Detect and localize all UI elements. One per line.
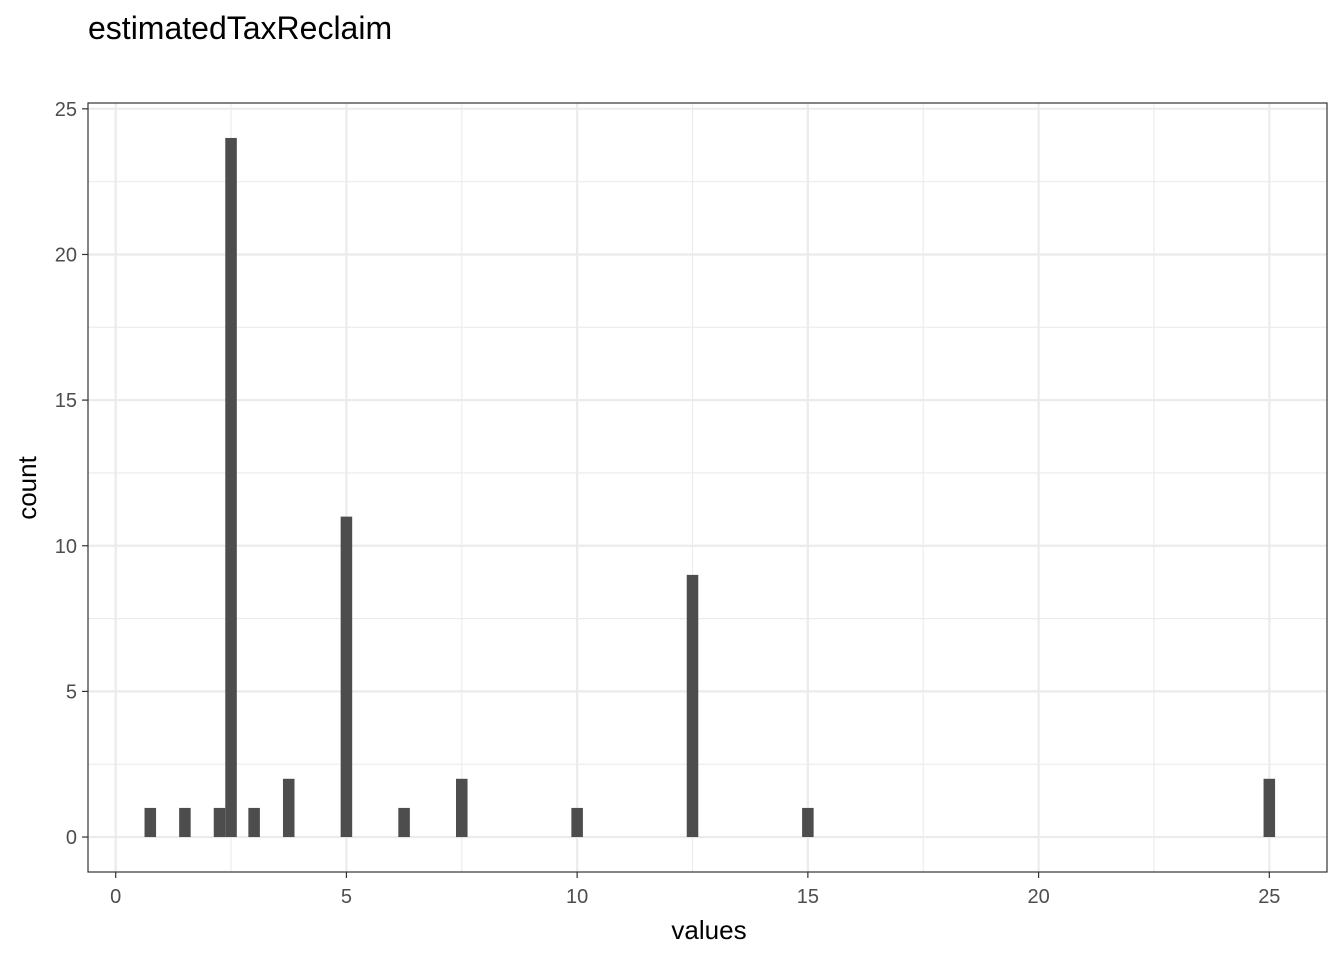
minor-gridlines <box>88 103 1327 872</box>
histogram-bar <box>248 807 260 838</box>
x-tick-label: 15 <box>797 886 819 908</box>
y-tick-label: 15 <box>55 390 77 412</box>
y-axis: 0 5 10 15 20 25 <box>55 99 88 849</box>
major-gridlines <box>88 103 1327 872</box>
y-tick-label: 0 <box>66 827 77 849</box>
y-tick-label: 10 <box>55 536 77 558</box>
chart-title: estimatedTaxReclaim <box>88 10 392 46</box>
x-tick-label: 5 <box>341 886 352 908</box>
histogram-bar <box>213 807 226 838</box>
histogram-bar <box>144 807 157 838</box>
x-axis-title: values <box>671 915 746 945</box>
y-axis-title: count <box>12 455 42 519</box>
y-tick-label: 20 <box>55 244 77 266</box>
x-tick-label: 20 <box>1027 886 1049 908</box>
x-axis: 0 5 10 15 20 25 <box>110 872 1280 908</box>
x-tick-label: 0 <box>110 886 121 908</box>
panel-border <box>87 102 1328 873</box>
histogram-bar <box>225 137 237 838</box>
x-tick-label: 25 <box>1258 886 1280 908</box>
histogram-bar <box>802 807 814 838</box>
histogram-bar <box>340 516 353 838</box>
histogram-bar <box>1263 778 1276 838</box>
histogram-bar <box>686 574 699 838</box>
histogram-bar <box>179 807 191 838</box>
histogram-bar <box>456 778 468 838</box>
histogram-bar <box>282 778 295 838</box>
histogram-bar <box>398 807 410 838</box>
y-tick-label: 25 <box>55 99 77 121</box>
bars <box>144 137 1276 838</box>
y-tick-label: 5 <box>66 681 77 703</box>
x-tick-label: 10 <box>566 886 588 908</box>
histogram-bar <box>571 807 583 838</box>
